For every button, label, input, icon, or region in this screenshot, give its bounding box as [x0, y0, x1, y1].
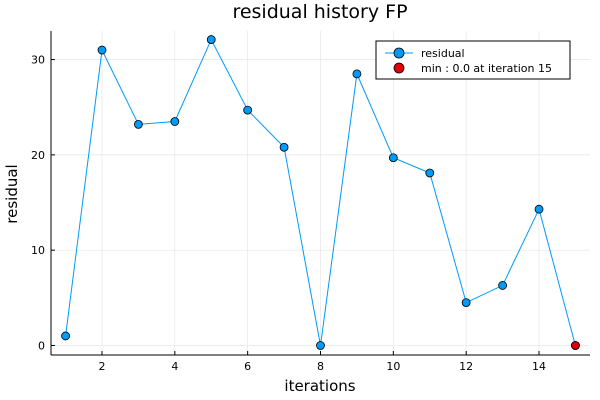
data-point-residual — [425, 168, 435, 178]
x-tick-label: 10 — [386, 360, 400, 373]
data-point-residual — [206, 35, 216, 44]
legend-box — [375, 40, 571, 80]
data-point-residual — [61, 331, 70, 341]
x-tick-label: 14 — [532, 360, 546, 373]
data-point-residual — [388, 153, 398, 163]
y-tick-label: 10 — [31, 244, 45, 257]
data-point-residual — [316, 341, 325, 350]
data-point-residual — [170, 117, 180, 126]
x-tick-label: 8 — [317, 360, 324, 373]
series-layer — [61, 35, 580, 350]
legend-label-residual: residual — [421, 47, 465, 60]
data-point-residual — [352, 69, 362, 79]
x-tick-label: 2 — [98, 360, 105, 373]
legend-marker-residual — [393, 47, 405, 59]
data-point-residual — [97, 45, 107, 55]
x-tick-label: 4 — [171, 360, 178, 373]
y-ticks: 0 10 20 30 — [31, 54, 55, 352]
data-point-residual — [134, 119, 143, 129]
data-point-residual — [279, 142, 289, 152]
data-point-min — [571, 341, 580, 350]
data-point-residual — [461, 298, 471, 307]
data-point-residual — [498, 281, 507, 290]
y-tick-label: 20 — [31, 149, 45, 162]
legend-marker-min — [393, 62, 405, 74]
y-axis-label: residual — [3, 164, 21, 223]
y-tick-label: 0 — [38, 339, 45, 352]
x-axis-label: iterations — [284, 377, 355, 395]
chart-title: residual history FP — [232, 1, 407, 23]
x-tick-label: 6 — [244, 360, 251, 373]
x-ticks: 2 4 6 8 10 12 14 — [98, 351, 546, 373]
grid — [51, 31, 590, 355]
y-tick-label: 30 — [31, 54, 45, 67]
legend-label-min: min : 0.0 at iteration 15 — [421, 62, 552, 75]
x-tick-label: 12 — [459, 360, 473, 373]
legend: residual min : 0.0 at iteration 15 — [375, 40, 571, 80]
data-point-residual — [534, 204, 544, 214]
data-point-residual — [243, 105, 253, 115]
